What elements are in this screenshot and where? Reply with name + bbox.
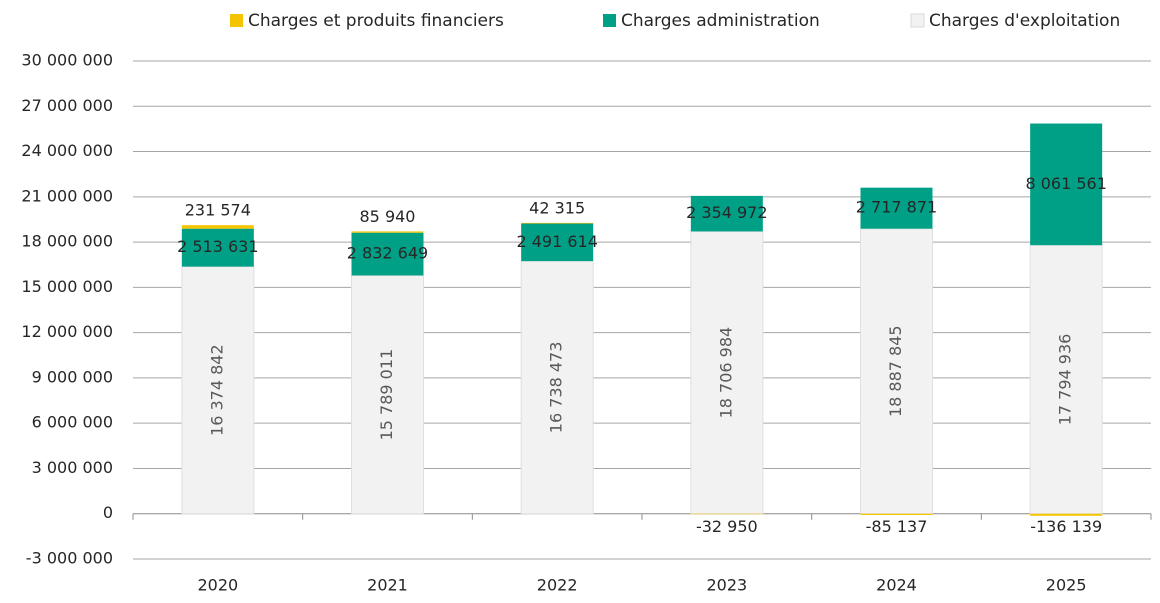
bar-segment (690, 195, 763, 232)
y-tick-label: 6 000 000 (32, 413, 113, 432)
bar-segment (351, 232, 424, 276)
bar-segment (1029, 244, 1103, 515)
y-tick-label: 3 000 000 (32, 458, 113, 477)
legend-label: Charges et produits financiers (248, 11, 504, 31)
y-tick-label: 27 000 000 (21, 96, 113, 115)
x-tick-label: 2025 (1046, 576, 1087, 595)
bar-segment (521, 222, 594, 224)
bar-segment (351, 231, 424, 233)
bar-segment (521, 223, 594, 262)
y-tick-label: 9 000 000 (32, 367, 113, 386)
x-tick-label: 2022 (537, 576, 578, 595)
data-label: 231 574 (185, 201, 251, 220)
bar-segment (1030, 123, 1103, 246)
legend-label: Charges administration (621, 11, 820, 31)
data-label: 16 738 473 (547, 342, 566, 434)
bar-segment (520, 260, 594, 515)
bar-segment (351, 274, 424, 515)
legend-swatch (230, 14, 243, 27)
y-tick-label: 24 000 000 (21, 141, 113, 160)
data-label: 42 315 (529, 198, 585, 217)
legend-swatch (910, 13, 925, 28)
bar-segment (1030, 513, 1103, 516)
legend-label: Charges d'exploitation (929, 11, 1120, 31)
data-label: 2 354 972 (686, 203, 767, 222)
bar-segment (181, 225, 254, 229)
x-tick-label: 2021 (367, 576, 408, 595)
data-label: 18 887 845 (886, 325, 905, 417)
bar-segment (860, 187, 933, 229)
y-tick-label: -3 000 000 (26, 549, 113, 568)
bar-segment (181, 228, 254, 267)
y-tick-label: 12 000 000 (21, 322, 113, 341)
data-label: -85 137 (866, 517, 928, 536)
data-label: 2 717 871 (856, 198, 937, 217)
y-tick-label: 0 (103, 503, 113, 522)
x-tick-label: 2023 (706, 576, 747, 595)
x-tick-label: 2024 (876, 576, 917, 595)
data-label: 15 789 011 (377, 349, 396, 441)
y-tick-label: 21 000 000 (21, 186, 113, 205)
x-tick-label: 2020 (197, 576, 238, 595)
data-label: 17 794 936 (1056, 334, 1075, 426)
data-label: 18 706 984 (716, 327, 735, 419)
bar-segment (860, 513, 933, 516)
data-label: 2 491 614 (516, 232, 597, 251)
bar-segment (860, 228, 933, 515)
data-label: 8 061 561 (1025, 174, 1106, 193)
y-tick-label: 30 000 000 (21, 51, 113, 70)
y-tick-label: 18 000 000 (21, 232, 113, 251)
legend-swatch (603, 14, 616, 27)
data-label: -136 139 (1030, 517, 1102, 536)
data-label: 2 832 649 (347, 244, 428, 263)
data-label: 16 374 842 (207, 344, 226, 436)
data-label: 2 513 631 (177, 237, 258, 256)
data-label: -32 950 (696, 517, 758, 536)
data-label: 85 940 (360, 207, 416, 226)
y-tick-label: 15 000 000 (21, 277, 113, 296)
